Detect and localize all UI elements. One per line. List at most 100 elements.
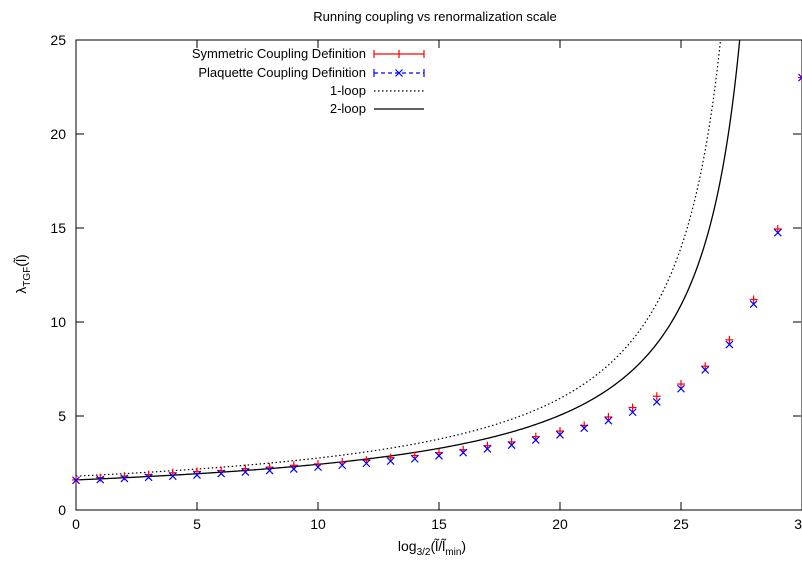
legend-label: Symmetric Coupling Definition <box>192 46 366 61</box>
point-mark-d2 <box>459 448 468 457</box>
plaquette-point <box>96 475 105 484</box>
plaquette-point <box>507 441 516 450</box>
plaquette-point <box>580 424 589 433</box>
legend: Symmetric Coupling Definition Plaquette C… <box>192 46 425 116</box>
point-mark-d2 <box>798 76 802 82</box>
plaquette-point <box>193 471 201 479</box>
point-mark-d2 <box>652 397 661 406</box>
plaquette-point <box>241 468 250 476</box>
y-tick-label: 20 <box>50 126 66 142</box>
point-mark-d2 <box>749 300 758 309</box>
x-tick-label: 25 <box>673 516 689 532</box>
point-mark-d2 <box>701 366 710 374</box>
plaquette-point <box>289 465 298 473</box>
legend-sample-mark <box>395 69 403 77</box>
plaquette-point <box>773 228 782 237</box>
x-tick-label: 5 <box>193 516 201 532</box>
plaquette-point <box>168 472 177 481</box>
point-mark-d2 <box>314 463 322 472</box>
y-tick-label: 5 <box>58 408 66 424</box>
plaquette-point <box>265 466 274 475</box>
plaquette-point <box>604 416 613 425</box>
x-tick-label: 10 <box>310 516 326 532</box>
symmetric-point <box>628 403 637 412</box>
y-axis-label-arg: (l̃) <box>12 254 29 266</box>
x-tick-label: 0 <box>72 516 80 532</box>
y-axis-label-base: λ <box>13 287 29 294</box>
point-mark-d2 <box>217 469 226 478</box>
x-axis-label-l2: l̃ <box>441 537 447 554</box>
point-mark-d2 <box>435 451 443 460</box>
plaquette-point <box>652 397 661 406</box>
point-mark-d2 <box>362 459 371 468</box>
point-mark-d2 <box>241 468 250 476</box>
x-axis-label-close: ) <box>461 538 466 554</box>
point-mark-d2 <box>531 436 540 444</box>
symmetric-point <box>749 295 758 304</box>
point-mark-d2 <box>628 408 637 417</box>
plaquette-point <box>72 476 80 485</box>
x-axis-label-slash: / <box>438 538 442 554</box>
legend-label: 1-loop <box>330 83 366 98</box>
plaquette-point <box>701 366 710 374</box>
legend-label: 2-loop <box>330 101 366 116</box>
x-axis-label-open: ( <box>430 538 435 554</box>
y-tick-label: 15 <box>50 220 66 236</box>
plaquette-point <box>362 459 371 468</box>
plaquette-point <box>386 457 395 466</box>
plaquette-point <box>798 73 802 82</box>
x-axis-label: log3/2(l̃/l̃min) <box>398 537 466 558</box>
y-tick-label: 10 <box>50 314 66 330</box>
point-mark-d2 <box>507 441 516 450</box>
y-axis-label: λTGF(l̃) <box>12 254 33 293</box>
point-mark-d2 <box>193 471 201 479</box>
plaquette-point <box>677 384 685 393</box>
point-mark-d2 <box>773 228 782 237</box>
symmetric-point <box>289 461 298 470</box>
point-mark-d2 <box>604 416 613 425</box>
point-mark-d2 <box>96 475 105 484</box>
plaquette-point <box>217 469 226 478</box>
point-mark-d2 <box>120 474 129 483</box>
y-axis-label-sub: TGF <box>22 267 33 287</box>
point-mark-d2 <box>725 340 734 349</box>
x-tick-label: 15 <box>431 516 447 532</box>
point-mark-d1 <box>798 73 802 79</box>
plaquette-point <box>459 448 468 457</box>
two-loop-curve <box>75 39 741 481</box>
point-mark-d2 <box>580 424 589 433</box>
plaquette-point <box>120 474 129 483</box>
theory-curves <box>75 39 741 481</box>
plaquette-point <box>314 463 322 472</box>
symmetric-point <box>701 362 710 371</box>
point-mark-d2 <box>265 466 274 475</box>
chart-title: Running coupling vs renormalization scal… <box>313 9 557 24</box>
symmetric-point <box>677 380 685 389</box>
point-mark-d2 <box>338 461 347 470</box>
x-axis-label-sub: 3/2 <box>417 547 431 558</box>
data-points <box>72 73 802 485</box>
symmetric-point <box>652 392 661 401</box>
x-axis-label-base: log <box>398 538 417 554</box>
y-tick-label: 0 <box>58 502 66 518</box>
x-tick-label: 20 <box>552 516 568 532</box>
plaquette-point <box>556 430 564 439</box>
point-mark-d2 <box>289 465 298 473</box>
plaquette-point <box>531 436 540 444</box>
plaquette-point <box>338 461 347 470</box>
symmetric-point <box>773 224 782 233</box>
plaquette-point <box>628 408 637 417</box>
point-mark-d2 <box>483 444 492 453</box>
x-tick-labels: 0 5 10 15 20 25 30 <box>72 516 802 532</box>
y-tick-labels: 0 5 10 15 20 25 <box>50 32 66 518</box>
point-mark-d2 <box>72 476 80 485</box>
x-axis-label-l: l̃ <box>434 537 440 554</box>
x-tick-label: 30 <box>794 516 802 532</box>
symmetric-point <box>556 427 564 436</box>
symmetric-point <box>725 335 734 344</box>
x-axis-label-sub2: min <box>445 547 461 558</box>
point-mark-d2 <box>144 473 153 482</box>
plaquette-point <box>410 454 419 463</box>
plaquette-point <box>749 300 758 309</box>
plaquette-point <box>725 340 734 349</box>
